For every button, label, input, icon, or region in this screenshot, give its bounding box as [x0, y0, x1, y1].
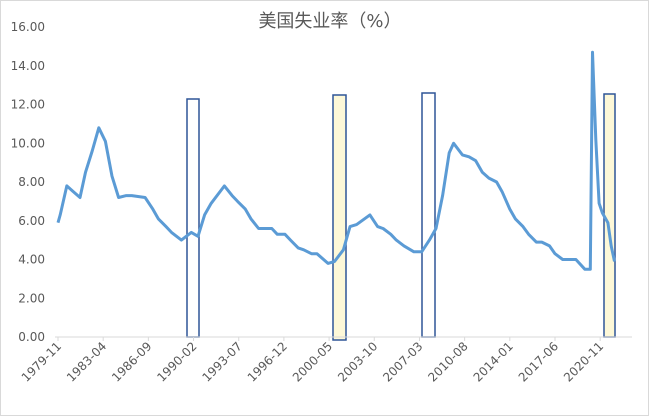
y-tick-label: 2.00: [18, 291, 45, 305]
y-tick-label: 8.00: [18, 175, 45, 189]
y-tick-label: 16.00: [11, 20, 45, 34]
period-box: [186, 98, 200, 338]
chart-title: 美国失业率（%）: [258, 11, 401, 32]
y-tick-label: 4.00: [18, 253, 45, 267]
y-tick-label: 14.00: [11, 59, 45, 73]
data-line: [56, 50, 616, 271]
period-box: [603, 93, 616, 338]
period-box: [332, 94, 347, 341]
y-tick-label: 0.00: [18, 330, 45, 344]
y-tick-label: 6.00: [18, 214, 45, 228]
period-box: [421, 92, 436, 338]
y-tick-label: 12.00: [11, 98, 45, 112]
y-tick-label: 10.00: [11, 136, 45, 150]
